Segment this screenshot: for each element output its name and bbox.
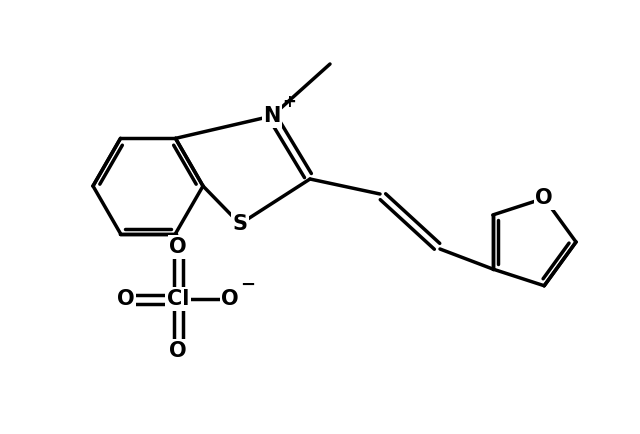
Text: O: O bbox=[536, 188, 553, 208]
Text: O: O bbox=[117, 289, 135, 309]
Text: Cl: Cl bbox=[167, 289, 189, 309]
Text: O: O bbox=[221, 289, 239, 309]
Text: +: + bbox=[282, 93, 296, 111]
Text: −: − bbox=[241, 276, 255, 294]
Text: O: O bbox=[169, 341, 187, 361]
Text: N: N bbox=[263, 106, 281, 126]
Text: S: S bbox=[232, 214, 248, 234]
Text: O: O bbox=[169, 237, 187, 257]
